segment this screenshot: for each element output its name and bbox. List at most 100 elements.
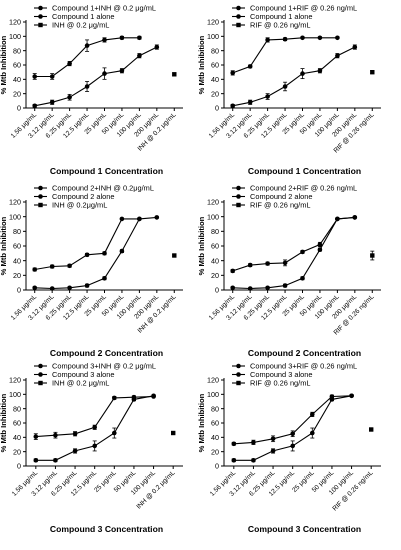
data-point-circle-marker <box>119 35 125 41</box>
data-point-circle-marker <box>251 458 256 463</box>
legend-label: Compound 1+INH @ 0.2 μg/mL <box>52 4 156 13</box>
x-axis-title: Compound 1 Concentration <box>248 166 361 176</box>
data-point-circle-marker <box>49 264 55 269</box>
y-tick-label: 40 <box>13 433 21 442</box>
data-point-circle-marker <box>49 74 55 79</box>
y-tick-label: 0 <box>215 286 219 295</box>
y-tick-label: 100 <box>207 32 219 41</box>
data-point-circle-marker <box>231 458 237 463</box>
legend-label: Compound 1 alone <box>250 12 312 21</box>
y-tick-label: 80 <box>13 227 21 236</box>
legend-label: RIF @ 0.26 ng/mL <box>250 201 311 210</box>
series-3 <box>369 427 374 432</box>
legend-circle-marker <box>236 14 241 19</box>
y-tick-label: 120 <box>9 198 21 207</box>
data-point-circle-marker <box>290 431 296 437</box>
legend-entry-3: RIF @ 0.26 ng/mL <box>232 21 311 30</box>
legend-circle-marker <box>38 14 43 19</box>
y-tick-label: 40 <box>211 75 219 84</box>
legend-label: Compound 2+INH @ 0.2μg/mL <box>52 184 154 193</box>
legend-label: INH @ 0.2 μg/mL <box>52 379 109 388</box>
legend-circle-marker <box>236 372 241 377</box>
series-1 <box>231 393 354 447</box>
data-point-circle-marker <box>335 35 340 41</box>
y-tick-label: 120 <box>207 376 219 385</box>
legend-square-marker <box>38 380 43 386</box>
data-point-circle-marker <box>32 103 37 109</box>
legend-circle-marker <box>236 5 241 11</box>
data-point-circle-marker <box>137 53 142 58</box>
series-line <box>232 46 356 107</box>
series-2 <box>32 215 160 291</box>
data-point-square-marker <box>171 430 176 436</box>
data-point-circle-marker <box>230 103 235 109</box>
data-point-circle-marker <box>317 68 323 73</box>
x-axis-title: Compound 3 Concentration <box>248 524 361 534</box>
y-tick-label: 60 <box>13 419 21 428</box>
legend-circle-marker <box>38 363 43 369</box>
data-point-circle-marker <box>282 36 288 42</box>
y-tick-label: 60 <box>13 242 21 251</box>
data-point-circle-marker <box>33 434 39 439</box>
legend-circle-marker <box>236 194 241 199</box>
data-point-circle-marker <box>102 71 107 76</box>
legend-entry-3: INH @ 0.2 μg/mL <box>34 379 109 388</box>
legend-circle-marker <box>38 185 43 191</box>
series-1 <box>32 216 142 272</box>
data-point-circle-marker <box>265 261 270 266</box>
series-3 <box>172 253 177 258</box>
y-tick-label: 0 <box>215 104 219 113</box>
y-tick-label: 100 <box>9 390 21 399</box>
y-tick-label: 60 <box>211 419 219 428</box>
legend-label: Compound 3+RIF @ 0.26 ng/mL <box>250 362 357 371</box>
data-point-circle-marker <box>49 286 55 291</box>
y-axis-title: % Mtb Inhibition <box>0 35 8 94</box>
data-point-square-marker <box>172 72 177 77</box>
data-point-circle-marker <box>335 53 340 58</box>
y-tick-label: 20 <box>13 271 21 280</box>
data-point-circle-marker <box>300 35 305 41</box>
data-point-circle-marker <box>300 249 305 255</box>
data-point-circle-marker <box>84 43 90 48</box>
series-1 <box>230 215 358 274</box>
data-point-circle-marker <box>32 74 37 79</box>
legend-circle-marker <box>38 5 43 11</box>
legend-circle-marker <box>236 185 241 191</box>
y-tick-label: 60 <box>13 61 21 70</box>
data-point-circle-marker <box>32 267 37 272</box>
y-tick-label: 0 <box>215 462 219 471</box>
series-line <box>232 216 355 290</box>
data-point-circle-marker <box>119 68 125 73</box>
y-tick-label: 40 <box>13 256 21 265</box>
legend-entry-1: Compound 2+RIF @ 0.26 ng/mL <box>232 184 357 193</box>
data-point-circle-marker <box>53 458 58 463</box>
legend-square-marker <box>38 202 43 208</box>
legend-label: RIF @ 0.26 ng/mL <box>250 21 311 30</box>
legend-entry-2: Compound 3 alone <box>34 370 114 379</box>
series-1 <box>32 35 142 80</box>
x-axis-title: Compound 1 Concentration <box>50 166 163 176</box>
data-point-circle-marker <box>265 285 270 291</box>
data-point-circle-marker <box>32 285 37 291</box>
series-3 <box>172 72 177 77</box>
data-point-circle-marker <box>247 262 253 268</box>
y-tick-label: 120 <box>207 198 219 207</box>
data-point-circle-marker <box>112 430 117 436</box>
legend-entry-3: RIF @ 0.26 ng/mL <box>232 379 311 388</box>
y-tick-label: 100 <box>9 32 21 41</box>
data-point-circle-marker <box>67 263 72 269</box>
data-point-circle-marker <box>102 37 107 43</box>
data-point-circle-marker <box>67 61 72 66</box>
y-tick-label: 20 <box>211 271 219 280</box>
data-point-circle-marker <box>102 276 107 281</box>
y-tick-label: 80 <box>211 46 219 55</box>
y-tick-label: 40 <box>211 256 219 265</box>
data-point-circle-marker <box>282 283 288 288</box>
y-tick-label: 120 <box>9 18 21 27</box>
x-axis-title: Compound 2 Concentration <box>248 348 361 358</box>
data-point-circle-marker <box>329 397 335 402</box>
y-tick-label: 20 <box>211 447 219 456</box>
